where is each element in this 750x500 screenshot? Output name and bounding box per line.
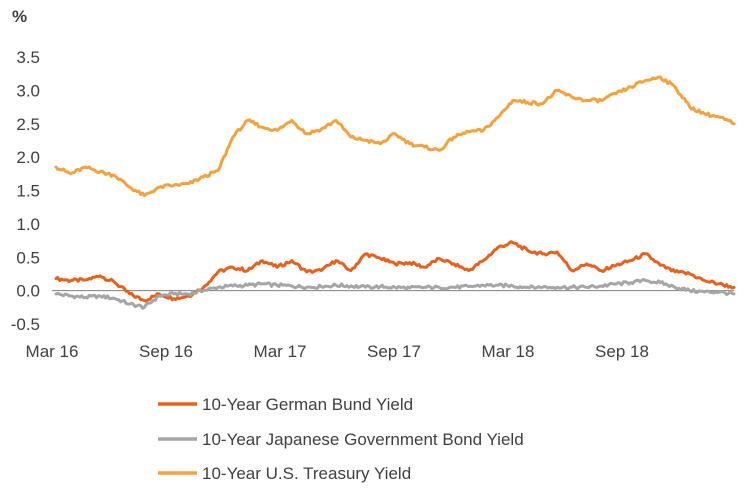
x-axis: Mar 16 Sep 16 Mar 17 Sep 17 Mar 18 Sep 18 — [26, 342, 649, 361]
y-tick-label: 3.0 — [16, 81, 40, 100]
y-tick-label: 3.5 — [16, 48, 40, 67]
series-line — [56, 77, 734, 196]
legend: 10-Year German Bund Yield 10-Year Japanes… — [158, 395, 524, 483]
x-tick-label: Mar 17 — [254, 342, 307, 361]
y-tick-label: 1.5 — [16, 182, 40, 201]
line-chart: % 3.5 3.0 2.5 2.0 1.5 1.0 0.5 0.0 -0.5 Mar 16 Sep… — [0, 0, 750, 500]
legend-label: 10-Year U.S. Treasury Yield — [202, 464, 411, 483]
legend-label: 10-Year German Bund Yield — [202, 395, 413, 414]
y-axis: 3.5 3.0 2.5 2.0 1.5 1.0 0.5 0.0 -0.5 — [11, 48, 40, 334]
x-tick-label: Mar 18 — [482, 342, 535, 361]
x-tick-label: Sep 16 — [139, 342, 193, 361]
x-tick-label: Mar 16 — [26, 342, 79, 361]
y-unit-label: % — [12, 7, 27, 26]
legend-label: 10-Year Japanese Government Bond Yield — [202, 430, 524, 449]
y-tick-label: -0.5 — [11, 315, 40, 334]
y-tick-label: 0.5 — [16, 248, 40, 267]
series-group — [56, 77, 734, 308]
x-tick-label: Sep 18 — [595, 342, 649, 361]
series-line — [56, 242, 734, 301]
y-tick-label: 1.0 — [16, 215, 40, 234]
y-tick-label: 2.5 — [16, 115, 40, 134]
x-tick-label: Sep 17 — [367, 342, 421, 361]
y-tick-label: 0.0 — [16, 282, 40, 301]
y-tick-label: 2.0 — [16, 148, 40, 167]
